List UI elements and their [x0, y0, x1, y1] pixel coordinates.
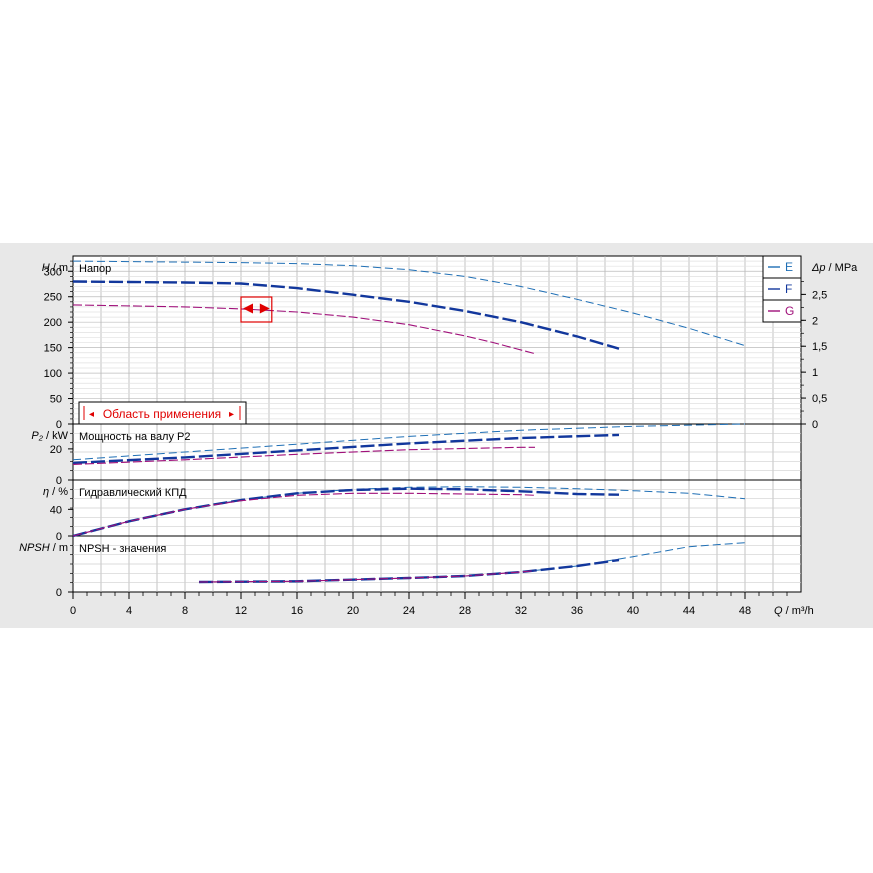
panel-title: Гидравлический КПД — [79, 487, 187, 499]
panel-axis-unit: / % — [49, 486, 68, 498]
x-tick-label: 12 — [235, 605, 247, 617]
x-tick-label: 40 — [627, 605, 639, 617]
right-axis-unit: / MPa — [826, 262, 859, 274]
panel-title: Напор — [79, 263, 111, 275]
right-tick-label: 0,5 — [812, 393, 827, 405]
legend-entry-g — [762, 299, 802, 323]
x-tick-label: 0 — [70, 605, 76, 617]
x-axis-symbol: Q — [774, 605, 783, 617]
right-tick-label: 0 — [812, 419, 818, 431]
right-tick-label: 2 — [812, 315, 818, 327]
panel-axis-unit: / kW — [43, 430, 69, 442]
y-tick-label: 300 — [44, 266, 62, 278]
range-left-arrow — [243, 303, 253, 314]
legend-label: G — [785, 304, 794, 318]
operating-range-box — [240, 296, 273, 323]
operating-range-label-box — [78, 401, 247, 425]
axis-labels: 0 4 8 12 16 20 24 28 32 36 40 44 48 Q / m³/h050100150… — [19, 262, 858, 617]
y-tick-label: 0 — [56, 475, 62, 487]
y-tick-label: 0 — [56, 419, 62, 431]
panel-title: Мощность на валу P2 — [79, 431, 191, 443]
series-line-f-head — [72, 280, 620, 350]
y-tick-label: 250 — [44, 292, 62, 304]
y-tick-label: 0 — [56, 531, 62, 543]
series-line-e-power — [72, 423, 746, 461]
x-tick-label: 4 — [126, 605, 132, 617]
y-tick-label: 50 — [50, 394, 62, 406]
panel-axis-unit: / m — [50, 262, 68, 274]
y-tick-label: 20 — [50, 444, 62, 456]
right-axis-symbol: Δp — [811, 262, 826, 274]
x-tick-label: 36 — [571, 605, 583, 617]
panel-axis-symbol: P₂ — [31, 430, 43, 442]
x-tick-label: 48 — [739, 605, 751, 617]
series-line-g-npsh — [198, 570, 536, 583]
y-tick-label: 150 — [44, 343, 62, 355]
panel-axis-label: NPSH / m — [19, 542, 68, 554]
label-right-arrow: ▸ — [229, 409, 234, 420]
y-tick-label: 0 — [56, 587, 62, 599]
panel-axis-label: P₂ / kW — [31, 430, 68, 442]
operating-range: ◂ ▸ Область применения — [78, 296, 273, 425]
panel-axis-unit: / m — [50, 542, 68, 554]
panel-axis-label: η / % — [43, 486, 68, 498]
right-axis-label: Δp / MPa — [811, 262, 858, 274]
x-tick-label: 24 — [403, 605, 415, 617]
y-tick-label: 100 — [44, 368, 62, 380]
series-line-g-power — [72, 446, 535, 465]
series-line-f-power — [72, 433, 620, 465]
x-tick-label: 44 — [683, 605, 695, 617]
panel-title: NPSH - значения — [79, 543, 166, 555]
x-tick-label: 8 — [182, 605, 188, 617]
y-tick-label: 40 — [50, 504, 62, 516]
label-left-arrow: ◂ — [89, 409, 94, 420]
x-tick-label: 28 — [459, 605, 471, 617]
panel-axis-symbol: H — [42, 262, 50, 274]
legend-label: E — [785, 260, 793, 274]
x-tick-label: 20 — [347, 605, 359, 617]
right-tick-label: 1 — [812, 367, 818, 379]
x-tick-label: 16 — [291, 605, 303, 617]
panel-axis-label: H / m — [42, 262, 68, 274]
x-axis-label: Q / m³/h — [774, 605, 814, 617]
legend: EFG — [762, 255, 802, 323]
panel-axis-symbol: NPSH — [19, 542, 50, 554]
x-axis-unit: / m³/h — [783, 605, 814, 617]
operating-range-label: Область применения — [103, 407, 221, 421]
panel-axis-symbol: η — [43, 486, 49, 498]
series-line-e-head — [72, 260, 746, 347]
y-tick-label: 200 — [44, 317, 62, 329]
right-tick-label: 2,5 — [812, 289, 827, 301]
right-tick-label: 1,5 — [812, 341, 827, 353]
series-line-g-head — [72, 304, 536, 355]
performance-curves — [72, 260, 746, 584]
x-tick-label: 32 — [515, 605, 527, 617]
legend-label: F — [785, 282, 792, 296]
range-right-arrow — [259, 303, 270, 314]
series-line-g-efficiency — [72, 492, 536, 537]
